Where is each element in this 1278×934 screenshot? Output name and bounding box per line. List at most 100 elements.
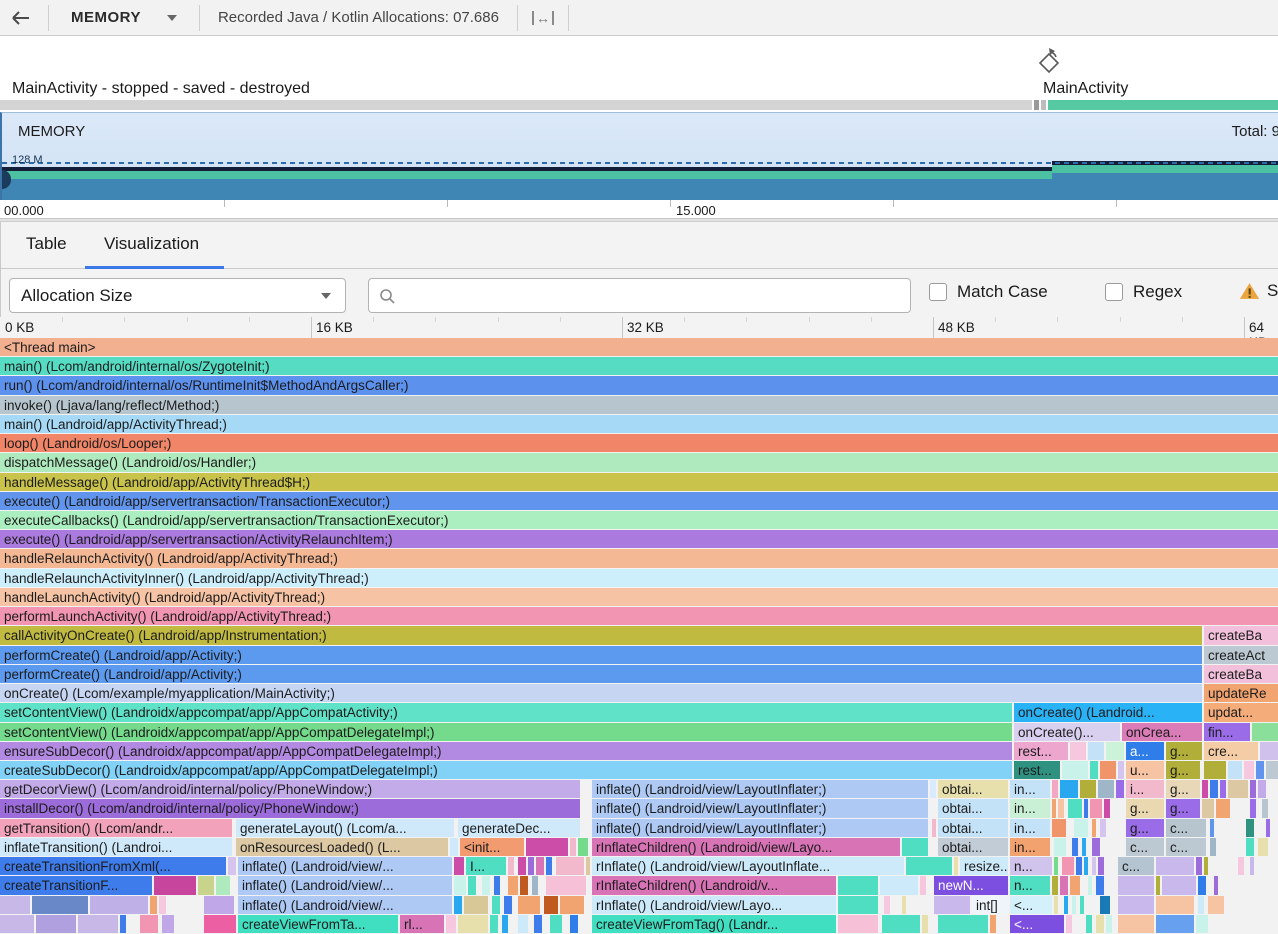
flame-segment[interactable] (1118, 761, 1124, 779)
flame-segment[interactable] (454, 876, 466, 895)
flame-segment[interactable] (1060, 876, 1068, 895)
time-ruler[interactable]: 00.000 15.000 (0, 200, 1278, 218)
flame-segment[interactable] (1106, 742, 1124, 760)
flame-segment[interactable]: createSubDecor() (Landroidx/appcompat/ap… (0, 761, 1012, 779)
flame-segment[interactable]: inflateTransition() (Landroi... (0, 838, 232, 856)
flame-segment[interactable] (0, 896, 30, 914)
flame-segment[interactable]: handleLaunchActivity() (Landroid/app/Act… (0, 588, 1278, 606)
tab-table[interactable]: Table (26, 234, 67, 253)
flame-segment[interactable]: generateDec... (458, 819, 580, 837)
flame-segment[interactable]: rInflate() (Landroid/view/Layo... (592, 896, 836, 914)
flame-segment[interactable]: c... (1166, 819, 1206, 837)
zoom-to-fit-icon[interactable]: ↔ (531, 10, 554, 25)
flame-segment[interactable]: callActivityOnCreate() (Landroid/app/Ins… (0, 626, 1202, 645)
flame-segment[interactable] (1054, 857, 1058, 875)
flame-segment[interactable] (1098, 780, 1114, 798)
flame-segment[interactable] (1214, 876, 1218, 895)
flame-segment[interactable] (838, 915, 878, 933)
flame-segment[interactable] (482, 876, 490, 895)
flame-segment[interactable] (1080, 896, 1084, 914)
flame-segment[interactable] (932, 819, 936, 837)
flame-segment[interactable] (1100, 896, 1110, 914)
flame-segment[interactable] (1216, 799, 1230, 818)
flame-segment[interactable] (1088, 742, 1104, 760)
flame-segment[interactable] (902, 838, 928, 856)
flame-segment[interactable] (954, 857, 958, 875)
flame-segment[interactable] (492, 896, 500, 914)
flame-segment[interactable]: inflate() (Landroid/view/... (238, 876, 452, 895)
flame-segment[interactable]: main() (Lcom/android/internal/os/ZygoteI… (0, 357, 1278, 375)
flame-segment[interactable] (228, 857, 236, 875)
flame-segment[interactable]: createTransitionFromXml(... (0, 857, 226, 875)
flame-segment[interactable]: handleMessage() (Landroid/app/ActivityTh… (0, 473, 1278, 491)
flame-segment[interactable] (1202, 799, 1214, 818)
flame-segment[interactable]: createAct (1204, 646, 1278, 664)
flame-segment[interactable]: ensureSubDecor() (Landroidx/appcompat/ap… (0, 742, 1012, 760)
flame-segment[interactable]: invoke() (Ljava/lang/reflect/Method;) (0, 396, 1278, 414)
flame-segment[interactable] (446, 915, 456, 933)
flame-segment[interactable]: n... (1010, 876, 1050, 895)
flame-segment[interactable] (0, 915, 34, 933)
flame-segment[interactable] (1156, 915, 1194, 933)
flame-segment[interactable]: n... (1010, 857, 1052, 875)
flame-segment[interactable]: updat... (1204, 703, 1278, 722)
flame-segment[interactable]: obtai... (938, 838, 1008, 856)
flame-segment[interactable] (154, 876, 196, 895)
flame-segment[interactable]: loop() (Landroid/os/Looper;) (0, 434, 1278, 452)
flame-segment[interactable] (1256, 761, 1264, 779)
flame-segment[interactable]: onCreate() (Lcom/example/myapplication/M… (0, 684, 1202, 702)
flame-segment[interactable] (1080, 780, 1096, 798)
flame-segment[interactable] (494, 876, 500, 895)
flame-segment[interactable] (882, 915, 920, 933)
flame-segment[interactable]: createViewFromTag() (Landr... (592, 915, 836, 933)
flame-segment[interactable] (1090, 799, 1102, 818)
flame-segment[interactable] (1196, 915, 1208, 933)
flame-segment[interactable] (1204, 857, 1208, 875)
flame-segment[interactable] (1082, 838, 1086, 856)
flame-segment[interactable]: a... (1126, 742, 1164, 760)
flame-segment[interactable] (1070, 742, 1086, 760)
flame-segment[interactable] (1062, 857, 1074, 875)
flame-segment[interactable]: g... (1166, 799, 1200, 818)
flame-segment[interactable] (490, 915, 498, 933)
allocation-filter-dropdown[interactable]: Allocation Size (9, 278, 346, 313)
flame-segment[interactable]: u... (1126, 761, 1164, 779)
flame-segment[interactable] (1092, 838, 1100, 856)
search-input[interactable] (402, 287, 910, 304)
flame-segment[interactable]: fin... (1204, 723, 1250, 741)
flame-segment[interactable] (1196, 857, 1202, 875)
flame-segment[interactable] (1266, 819, 1270, 837)
flame-segment[interactable] (520, 876, 528, 895)
flame-segment[interactable]: obtai... (938, 819, 1008, 837)
flame-segment[interactable] (528, 857, 534, 875)
flame-segment[interactable]: rInflateChildren() (Landroid/view/Layo..… (592, 838, 900, 856)
flame-segment[interactable]: c... (1118, 857, 1154, 875)
flame-segment[interactable]: inflate() (Landroid/view/... (238, 857, 452, 875)
flame-segment[interactable]: g... (1166, 761, 1200, 779)
flame-segment[interactable]: <... (1010, 915, 1064, 933)
flame-segment[interactable] (1084, 799, 1088, 818)
flame-segment[interactable] (159, 896, 166, 914)
lifecycle-segment[interactable] (1048, 100, 1278, 110)
flame-segment[interactable]: getTransition() (Lcom/andr... (0, 819, 232, 837)
flame-segment[interactable]: inflate() (Landroid/view/... (238, 896, 452, 914)
flame-segment[interactable] (930, 780, 936, 798)
flame-segment[interactable]: i... (1126, 780, 1164, 798)
flame-segment[interactable] (1228, 780, 1248, 798)
search-field[interactable] (368, 278, 911, 313)
flame-segment[interactable] (216, 876, 230, 895)
flame-segment[interactable] (204, 896, 234, 914)
flame-segment[interactable]: createViewFromTa... (238, 915, 398, 933)
flame-segment[interactable] (1054, 896, 1058, 914)
flame-segment[interactable]: <init... (460, 838, 524, 856)
flame-segment[interactable] (1098, 857, 1104, 875)
flame-segment[interactable] (1076, 857, 1082, 875)
flame-segment[interactable] (934, 896, 970, 914)
flame-segment[interactable]: newN... (934, 876, 1008, 895)
flame-segment[interactable] (1198, 896, 1204, 914)
flame-segment[interactable]: performCreate() (Landroid/app/Activity;) (0, 646, 1202, 664)
flame-segment[interactable] (502, 915, 508, 933)
flame-segment[interactable]: g... (1126, 799, 1164, 818)
flame-segment[interactable] (880, 876, 918, 895)
flame-segment[interactable] (204, 915, 236, 933)
